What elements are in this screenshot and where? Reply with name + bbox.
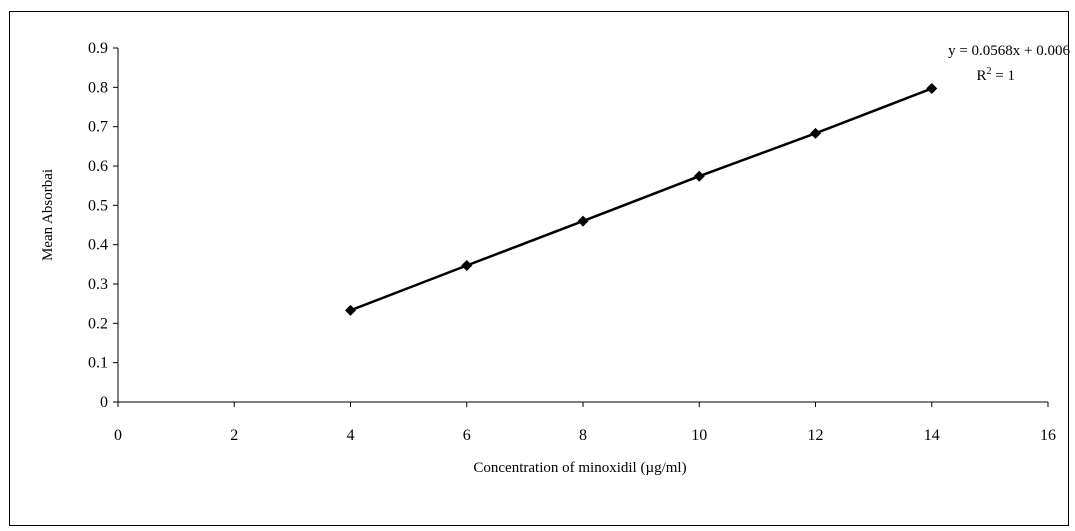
y-tick-label: 0.3: [88, 276, 108, 293]
y-tick-label: 0.6: [88, 158, 108, 175]
data-point-marker: [810, 127, 821, 139]
x-tick-label: 4: [347, 427, 355, 444]
x-tick-label: 2: [230, 427, 238, 444]
x-tick-label: 0: [114, 427, 122, 444]
x-tick-label: 16: [1040, 427, 1056, 444]
chart-frame: [9, 11, 1069, 526]
y-tick-label: 0.1: [88, 355, 108, 372]
y-tick-label: 0.5: [88, 197, 108, 214]
data-point-marker: [926, 83, 938, 95]
y-tick-label: 0: [100, 394, 108, 411]
y-axis-title: Mean Absorbai: [40, 169, 56, 261]
trendline-equation: y = 0.0568x + 0.006: [948, 43, 1070, 59]
x-axis-title: Concentration of minoxidil (µg/ml): [473, 460, 686, 476]
x-tick-label: 10: [691, 427, 707, 444]
data-point-marker: [345, 304, 356, 316]
r-squared-suffix: = 1: [992, 68, 1015, 84]
series-line: [350, 87, 933, 312]
data-point-marker: [693, 170, 705, 182]
data-point-marker: [461, 260, 473, 272]
x-tick-label: 12: [808, 427, 824, 444]
r-squared-exp: 2: [987, 66, 992, 77]
r-squared-label: R2 = 1: [977, 66, 1015, 84]
x-tick-label: 14: [924, 427, 940, 444]
y-tick-labels: 0 0.1 0.2 0.3 0.4 0.5 0.6 0.7 0.8 0.9: [88, 40, 108, 411]
r-squared-prefix: R: [977, 68, 987, 84]
axes: [113, 47, 1049, 407]
y-tick-label: 0.7: [88, 119, 108, 136]
y-tick-label: 0.8: [88, 79, 108, 96]
series-group: [345, 83, 938, 316]
x-tick-label: 8: [579, 427, 587, 444]
y-tick-label: 0.4: [88, 237, 108, 254]
data-point-marker: [577, 215, 589, 227]
x-tick-labels: 0 2 4 6 8 10 12 14 16: [114, 427, 1056, 444]
y-tick-label: 0.9: [88, 40, 108, 57]
x-tick-label: 6: [463, 427, 471, 444]
y-tick-label: 0.2: [88, 315, 108, 332]
